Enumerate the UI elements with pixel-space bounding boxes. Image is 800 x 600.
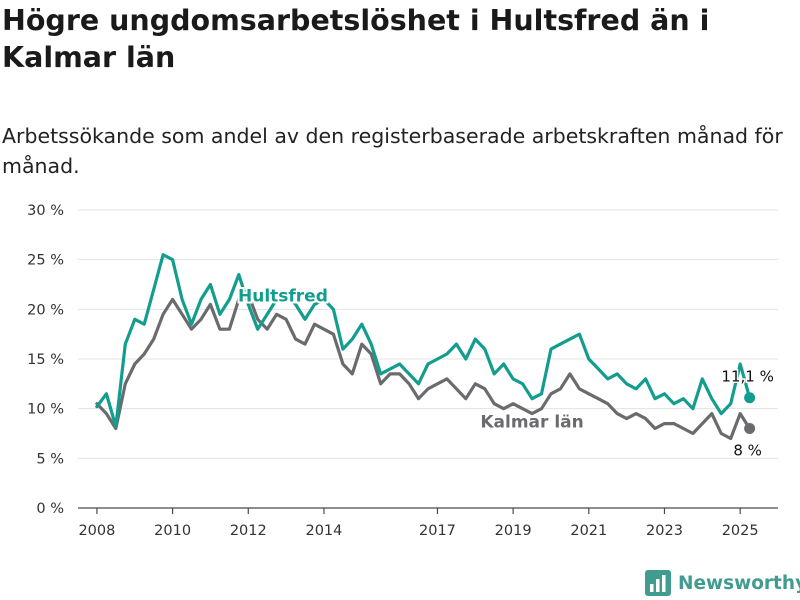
series-name-label-kalmar-l-n: Kalmar län (480, 413, 583, 433)
series-end-label-hultsfred: 11,1 % (721, 368, 773, 386)
y-tick-label: 15 % (27, 352, 64, 368)
chart-gridlines (78, 209, 778, 509)
y-tick-label: 30 % (27, 203, 64, 219)
x-tick-label: 2014 (305, 523, 342, 539)
brand-logo: Newsworthy (645, 567, 800, 599)
series-line-hultsfred (95, 253, 752, 429)
series-line-kalmar-l-n (95, 292, 752, 441)
page-title: Högre ungdomsarbetslöshet i Hultsfred än… (2, 4, 710, 74)
series-end-point-hultsfred (744, 392, 756, 404)
y-tick-label: 20 % (27, 302, 64, 318)
chart-series (95, 253, 756, 441)
x-tick-label: 2008 (78, 523, 115, 539)
y-tick-label: 25 % (27, 253, 64, 269)
x-axis: 2008 2010 2012 2014 2017 2019 2021 2023 2025 (78, 508, 759, 539)
series-end-point-kalmar-l-n (744, 423, 756, 435)
x-tick-label: 2025 (722, 523, 759, 539)
y-axis: 0 % 5 % 10 % 15 % 20 % 25 % 30 % (27, 203, 64, 517)
y-tick-label: 5 % (36, 451, 64, 467)
brand-name: Newsworthy (678, 572, 800, 594)
series-end-label-kalmar-l-n: 8 % (733, 442, 762, 460)
x-tick-label: 2012 (230, 523, 267, 539)
x-tick-label: 2010 (154, 523, 191, 539)
x-tick-label: 2017 (419, 523, 456, 539)
x-tick-label: 2019 (495, 523, 532, 539)
bar-chart-logo-icon (645, 570, 671, 596)
y-tick-label: 10 % (27, 402, 64, 418)
y-tick-label: 0 % (36, 501, 64, 517)
series-name-label-hultsfred: Hultsfred (238, 286, 328, 306)
x-tick-label: 2021 (570, 523, 607, 539)
x-tick-label: 2023 (646, 523, 683, 539)
chart-labels: 8 % 11,1 % Hultsfred Kalmar län (236, 284, 775, 461)
page-subtitle: Arbetssökande som andel av den registerb… (2, 124, 783, 178)
